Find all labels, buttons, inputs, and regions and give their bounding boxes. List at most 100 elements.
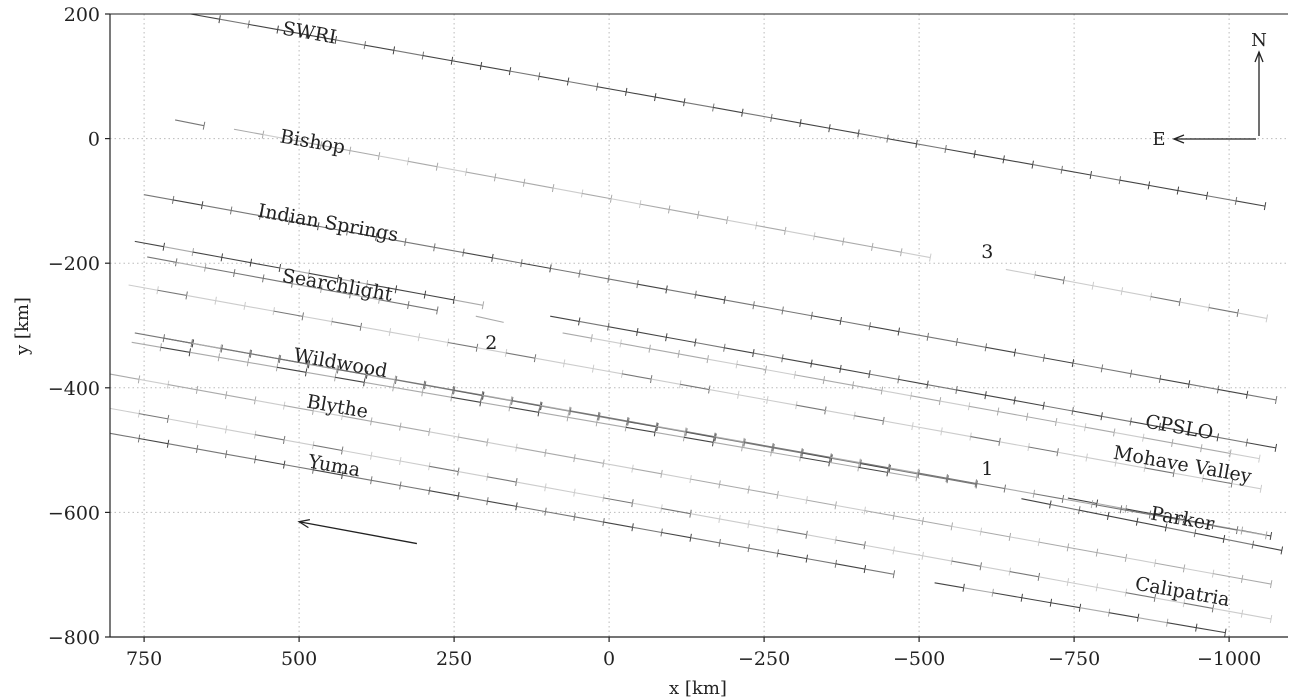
- profile-line-1-seg-1-piece-0: [233, 128, 264, 136]
- profile-line-1-seg-1-piece-23: [901, 251, 931, 259]
- profile-line-6-seg-0-piece-21: [744, 442, 774, 449]
- profile-line-10-seg-0-piece-26: [864, 544, 894, 552]
- profile-line-7-seg-0-piece-5: [276, 366, 307, 373]
- profile-line-9-seg-0-piece-15: [545, 452, 575, 459]
- profile-line-0-seg-0-piece-24: [887, 138, 917, 145]
- profile-line-1-seg-2-tick-7: [1236, 308, 1240, 317]
- x-tick-label-1: 500: [281, 648, 317, 670]
- profile-line-9-seg-0-piece-32: [1038, 541, 1069, 548]
- profile-line-4-seg-1-piece-14: [968, 405, 999, 413]
- profile-line-9-seg-0-piece-37: [1183, 567, 1214, 575]
- profile-line-1-seg-1-piece-6: [407, 160, 438, 168]
- profile-line-10-seg-0-tick-36: [1182, 599, 1186, 608]
- profile-line-7-seg-0-piece-25: [858, 466, 888, 473]
- profile-line-5-seg-0-piece-30: [999, 441, 1029, 448]
- profile-line-2-seg-0-tick-27: [955, 338, 959, 347]
- profile-line-10-seg-0-piece-22: [748, 523, 778, 531]
- profile-line-11-seg-0-piece-14: [516, 505, 546, 513]
- profile-line-7-seg-0-piece-19: [683, 436, 714, 443]
- profile-line-11-seg-0-piece-18: [632, 526, 662, 534]
- y-tick-label-2: −200: [48, 253, 100, 275]
- profile-line-10-seg-0-tick-13: [515, 478, 518, 487]
- profile-line-0-seg-0-tick-32: [1147, 181, 1151, 190]
- profile-line-4-seg-1-piece-12: [910, 395, 941, 402]
- profile-line-8-seg-0-piece-24: [859, 462, 889, 469]
- profile-line-0-seg-0-piece-12: [538, 75, 569, 83]
- profile-line-2-seg-0-piece-27: [927, 336, 957, 343]
- y-axis-label: y [km]: [12, 297, 33, 356]
- profile-line-2-seg-0-piece-3: [231, 209, 261, 217]
- profile-line-1-seg-2-piece-6: [1179, 301, 1209, 309]
- profile-line-2-seg-0-piece-32: [1072, 362, 1103, 369]
- profile-line-11-seg-1-piece-3: [1021, 597, 1051, 604]
- profile-line-9-seg-0-piece-12: [458, 436, 488, 443]
- profile-line-11-seg-0-piece-26: [864, 568, 895, 575]
- profile-line-1-seg-1-piece-2: [291, 139, 322, 146]
- profile-line-2-seg-0-piece-26: [898, 331, 928, 338]
- profile-line-0-seg-0-piece-14: [597, 86, 627, 93]
- profile-line-3-seg-0-piece-9: [395, 288, 426, 296]
- profile-line-10-seg-0-piece-11: [429, 465, 459, 473]
- profile-line-4-seg-0-piece-1: [176, 261, 206, 269]
- profile-line-8-seg-0-piece-5: [307, 363, 338, 370]
- profile-line-0-seg-0-piece-11: [509, 70, 540, 77]
- profile-line-9-seg-0-piece-9: [371, 420, 401, 428]
- profile-line-7-seg-0-piece-13: [509, 406, 539, 413]
- profile-line-5-seg-0-tick-18: [679, 380, 682, 389]
- profile-line-2-seg-0-piece-10: [434, 246, 464, 254]
- y-tick-label-1: 0: [88, 129, 100, 151]
- profile-line-8-seg-0-piece-2: [220, 347, 250, 355]
- profile-line-7-seg-0-piece-3: [218, 356, 249, 363]
- profile-line-7-seg-1-piece-2: [1079, 509, 1109, 517]
- profile-line-11-seg-0-piece-10: [400, 484, 430, 492]
- profile-line-2-seg-0-piece-9: [405, 241, 435, 248]
- profile-line-10-seg-0-tick-19: [689, 509, 692, 518]
- profile-line-9-seg-0-piece-25: [835, 504, 865, 512]
- profile-line-9-seg-0-piece-10: [400, 426, 430, 433]
- profile-line-9-seg-0-piece-18: [632, 468, 662, 475]
- profile-line-8-seg-0-piece-33: [1120, 508, 1151, 516]
- profile-line-10-seg-0-tick-1: [166, 414, 170, 423]
- profile-line-2-seg-0-piece-35: [1159, 378, 1190, 385]
- profile-line-8-seg-0-piece-29: [1004, 488, 1034, 495]
- profile-line-7-seg-1-tick-7: [1251, 540, 1255, 549]
- profile-line-5-seg-0-piece-36: [1173, 472, 1203, 479]
- profile-line-7-seg-0-piece-24: [829, 461, 859, 468]
- profile-line-3-seg-0-piece-1: [163, 246, 193, 253]
- profile-line-2-seg-0-piece-31: [1043, 357, 1074, 364]
- profile-line-11-seg-1-piece-9: [1196, 627, 1226, 634]
- profile-line-9-seg-0-piece-35: [1125, 557, 1156, 564]
- profile-line-0-seg-0-piece-1: [219, 18, 249, 25]
- profile-line-0-seg-0-piece-9: [451, 60, 482, 67]
- profile-line-10-seg-0-piece-28: [922, 555, 952, 562]
- profile-line-1-seg-1-tick-4: [377, 151, 381, 161]
- profile-line-2-seg-0-piece-4: [260, 215, 290, 222]
- profile-line-7-seg-0-piece-17: [625, 426, 656, 433]
- profile-line-4-seg-1-piece-17: [1056, 421, 1086, 428]
- profile-line-5-seg-0-tick-31: [1056, 448, 1059, 457]
- profile-line-3-seg-0-piece-11: [453, 299, 484, 306]
- profile-line-0-seg-0-piece-27: [974, 153, 1004, 160]
- y-tick-label-3: −400: [48, 378, 100, 400]
- profile-line-11-seg-0-piece-6: [284, 464, 314, 471]
- profile-line-3-seg-2-piece-0: [550, 315, 580, 322]
- profile-line-2-seg-0-piece-30: [1014, 352, 1045, 359]
- profile-line-2-seg-0-piece-36: [1188, 383, 1219, 390]
- profile-line-11-seg-0-piece-0: [109, 432, 140, 440]
- profile-line-11-seg-1-piece-1: [963, 587, 993, 594]
- profile-line-3-seg-2-piece-11: [869, 373, 899, 380]
- profile-line-7-seg-0-piece-9: [393, 386, 423, 393]
- compass-east-label: E: [1152, 129, 1165, 150]
- profile-line-10-seg-0-piece-12: [458, 471, 488, 478]
- profile-line-5-seg-0-piece-20: [709, 388, 739, 396]
- profile-line-2-seg-0-piece-24: [840, 320, 870, 327]
- profile-line-6-seg-0-piece-26: [889, 468, 919, 475]
- profile-line-10-seg-0-piece-21: [719, 518, 749, 525]
- profile-line-2-seg-0-piece-7: [347, 230, 377, 238]
- profile-line-7-seg-1-piece-3: [1108, 515, 1138, 523]
- profile-line-1-seg-2-tick-3: [1120, 287, 1124, 296]
- profile-line-4-seg-1-piece-1: [591, 337, 621, 344]
- profile-line-7-seg-0-piece-26: [887, 471, 917, 478]
- profile-line-10-seg-0-tick-27: [921, 551, 924, 560]
- profile-line-11-seg-0-piece-21: [719, 542, 749, 549]
